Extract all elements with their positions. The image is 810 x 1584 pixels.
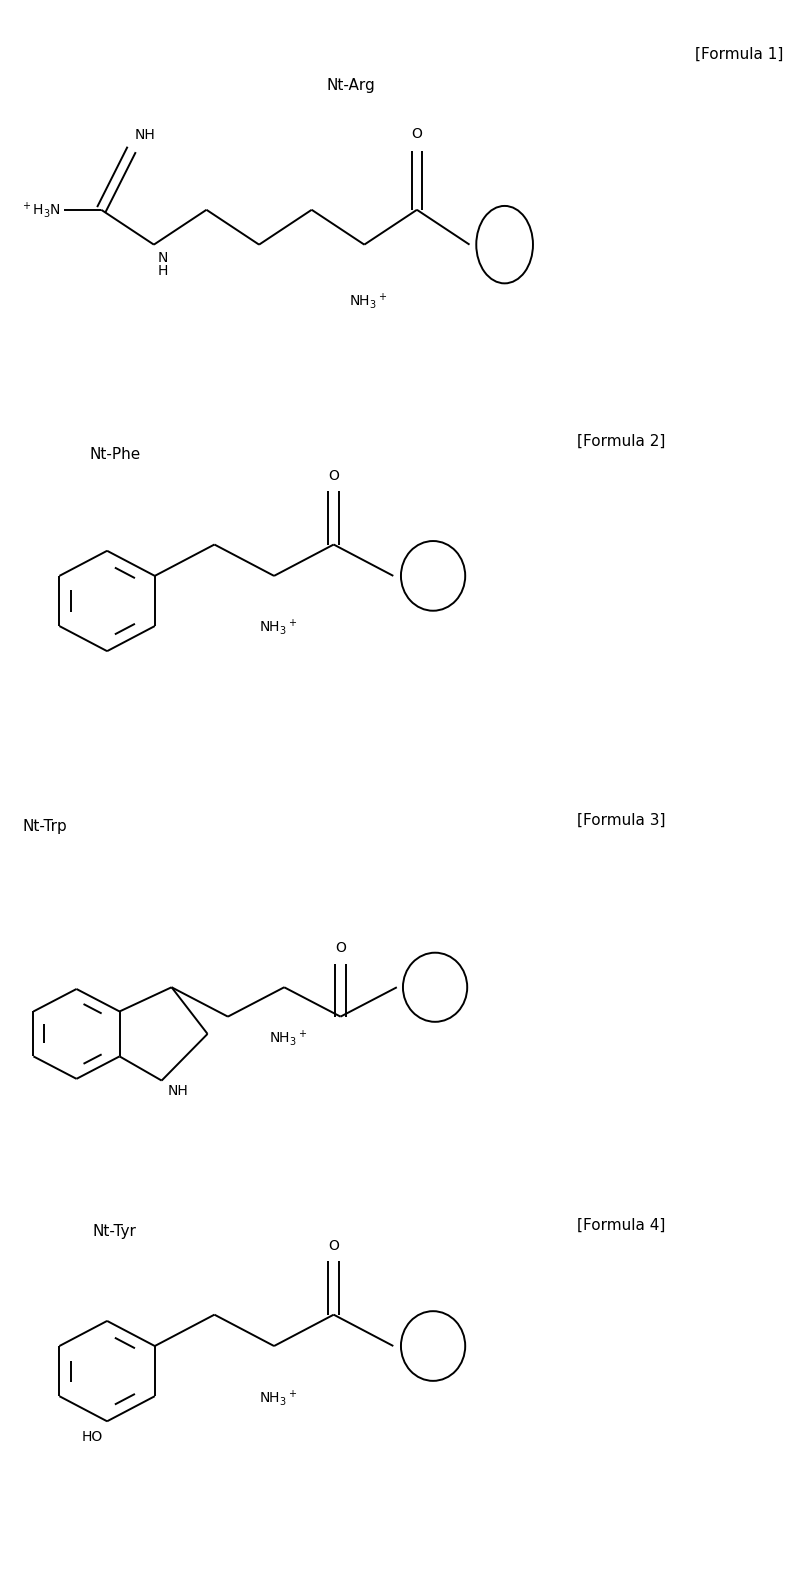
Text: Nt-Phe: Nt-Phe	[89, 447, 140, 463]
Text: HO: HO	[82, 1430, 103, 1443]
Text: NH: NH	[168, 1083, 189, 1098]
Text: $^+$H$_3$N: $^+$H$_3$N	[20, 200, 61, 220]
Text: O: O	[328, 469, 339, 483]
Text: NH: NH	[135, 128, 156, 141]
Text: NH$_3$$^+$: NH$_3$$^+$	[348, 291, 386, 310]
Text: N
H: N H	[157, 250, 168, 277]
Text: NH$_3$$^+$: NH$_3$$^+$	[259, 618, 297, 637]
Text: O: O	[328, 1239, 339, 1253]
Text: [Formula 4]: [Formula 4]	[578, 1218, 666, 1232]
Text: NH$_3$$^+$: NH$_3$$^+$	[259, 1388, 297, 1408]
Text: [Formula 2]: [Formula 2]	[578, 434, 666, 448]
Text: Nt-Arg: Nt-Arg	[326, 78, 375, 93]
Text: O: O	[411, 127, 422, 141]
Text: [Formula 3]: [Formula 3]	[577, 813, 666, 828]
Text: Nt-Tyr: Nt-Tyr	[93, 1224, 137, 1239]
Text: NH$_3$$^+$: NH$_3$$^+$	[269, 1028, 307, 1049]
Text: [Formula 1]: [Formula 1]	[695, 48, 783, 62]
Text: O: O	[335, 941, 346, 955]
Text: Nt-Trp: Nt-Trp	[23, 819, 68, 835]
